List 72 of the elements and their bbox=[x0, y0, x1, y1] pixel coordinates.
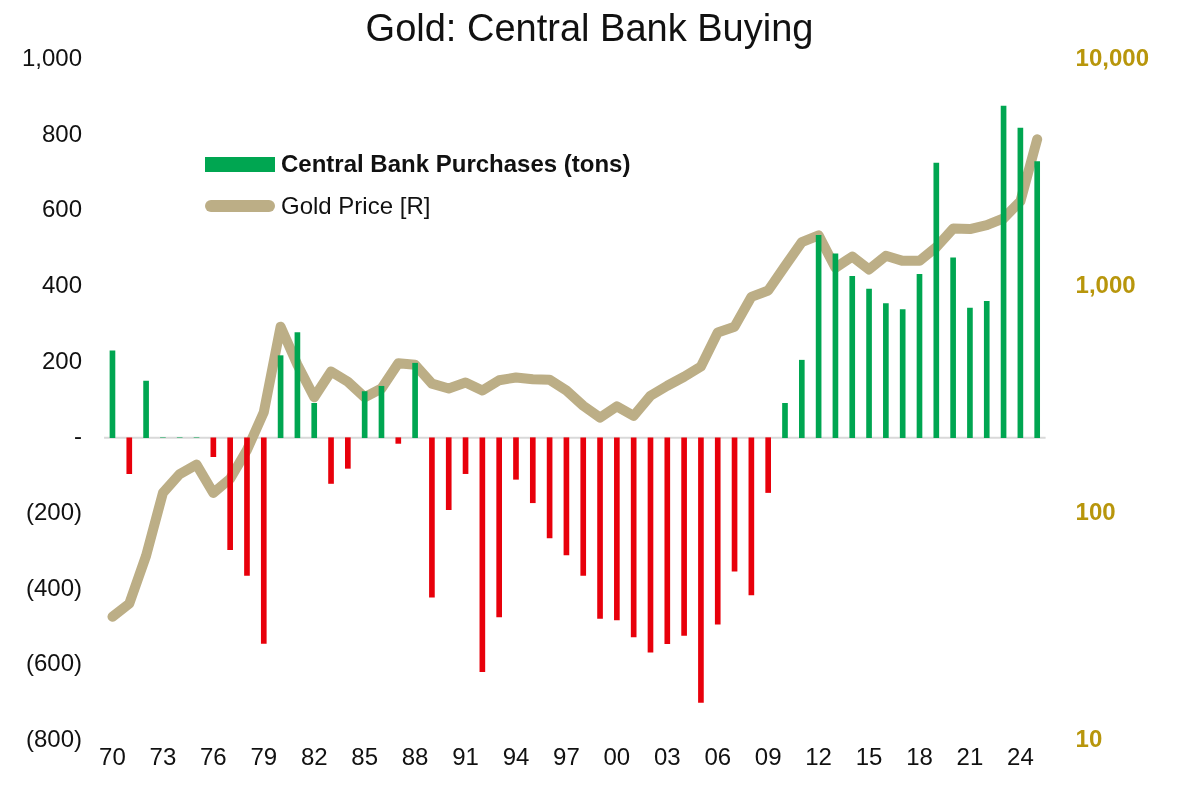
x-tick-label: 18 bbox=[906, 743, 933, 771]
bar bbox=[260, 437, 267, 644]
x-tick-label: 70 bbox=[99, 743, 126, 771]
legend-label: Gold Price [R] bbox=[281, 192, 431, 220]
bar bbox=[328, 437, 334, 484]
y2-tick-label: 10 bbox=[1075, 724, 1103, 752]
bar bbox=[345, 437, 351, 469]
y-tick-label: 800 bbox=[42, 119, 83, 147]
y-tick-label: - bbox=[74, 422, 83, 450]
y-tick-label: (800) bbox=[26, 724, 83, 752]
bar bbox=[950, 257, 956, 439]
bar bbox=[513, 437, 519, 480]
chart-title: Gold: Central Bank Buying bbox=[365, 7, 814, 50]
x-tick-label: 00 bbox=[603, 743, 631, 771]
bar bbox=[782, 402, 788, 439]
bar bbox=[210, 437, 217, 457]
bar bbox=[244, 437, 250, 576]
x-tick-label: 88 bbox=[401, 743, 429, 771]
legend-label: Central Bank Purchases (tons) bbox=[281, 150, 631, 178]
bar bbox=[580, 437, 587, 576]
bar bbox=[630, 437, 637, 638]
bar bbox=[395, 437, 402, 444]
bar bbox=[883, 303, 889, 439]
y-tick-label: (200) bbox=[26, 497, 83, 525]
bar bbox=[664, 437, 671, 645]
bar bbox=[714, 437, 721, 625]
bar bbox=[849, 275, 856, 439]
bar bbox=[126, 437, 133, 474]
x-tick-label: 76 bbox=[199, 743, 227, 771]
bar bbox=[429, 437, 435, 598]
y-tick-label: 200 bbox=[42, 346, 83, 374]
bar bbox=[597, 437, 603, 619]
x-tick-label: 06 bbox=[704, 743, 732, 771]
x-tick-label: 79 bbox=[250, 743, 278, 771]
y-tick-label: 400 bbox=[42, 271, 83, 299]
y2-tick-label: 10,000 bbox=[1075, 44, 1149, 72]
bar bbox=[983, 300, 990, 439]
x-tick-label: 73 bbox=[149, 743, 177, 771]
bar bbox=[698, 437, 704, 703]
bar bbox=[866, 288, 872, 439]
bar bbox=[798, 359, 805, 439]
y-tick-label: 600 bbox=[42, 195, 83, 223]
bar bbox=[899, 309, 906, 439]
y-tick-label: (400) bbox=[26, 573, 83, 601]
bar bbox=[496, 437, 502, 618]
x-tick-label: 03 bbox=[653, 743, 681, 771]
x-tick-label: 15 bbox=[855, 743, 883, 771]
y2-tick-label: 1,000 bbox=[1075, 271, 1136, 299]
x-tick-label: 24 bbox=[1007, 743, 1034, 771]
bar bbox=[1034, 161, 1041, 439]
bar bbox=[311, 402, 318, 439]
bar bbox=[445, 437, 452, 510]
bar bbox=[227, 437, 233, 550]
x-tick-label: 97 bbox=[553, 743, 580, 771]
bar bbox=[143, 380, 149, 439]
x-tick-label: 94 bbox=[502, 743, 530, 771]
y-tick-label: (600) bbox=[26, 649, 83, 677]
x-tick-label: 21 bbox=[956, 743, 984, 771]
x-tick-label: 09 bbox=[754, 743, 782, 771]
y-tick-label: 1,000 bbox=[22, 44, 83, 72]
y2-tick-label: 100 bbox=[1075, 497, 1116, 525]
bar bbox=[614, 437, 620, 621]
bar bbox=[967, 307, 973, 439]
bar bbox=[529, 437, 536, 504]
bar bbox=[412, 362, 418, 439]
x-tick-label: 91 bbox=[452, 743, 479, 771]
x-tick-label: 12 bbox=[805, 743, 832, 771]
x-tick-label: 82 bbox=[300, 743, 328, 771]
bar bbox=[681, 437, 687, 636]
bar bbox=[765, 437, 772, 493]
x-tick-label: 85 bbox=[351, 743, 379, 771]
bar bbox=[933, 162, 940, 439]
